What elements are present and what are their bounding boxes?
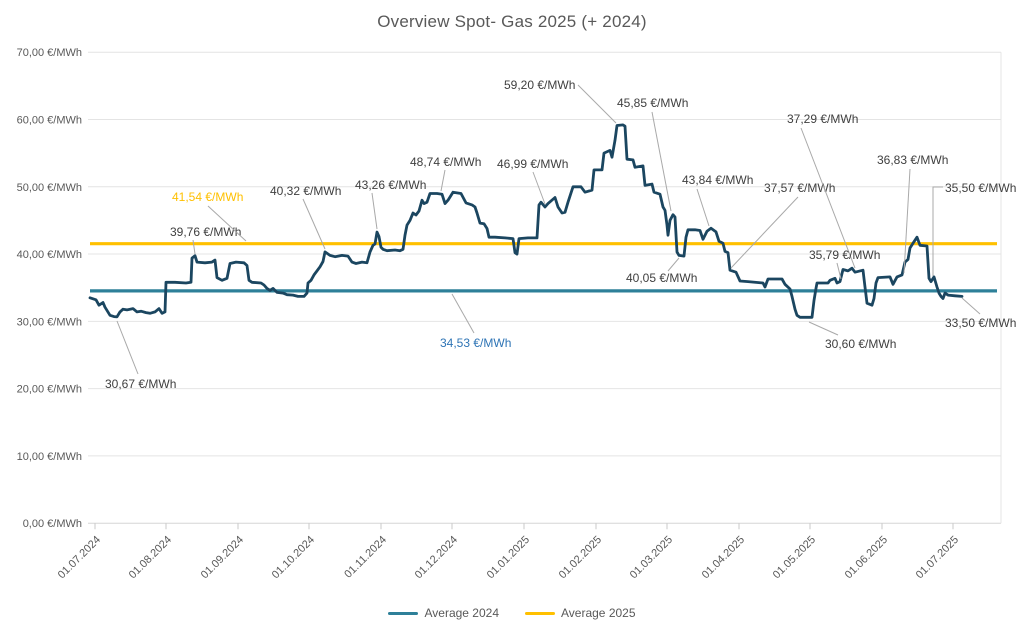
svg-text:41,54 €/MWh: 41,54 €/MWh [172,190,243,204]
svg-text:01.07.2024: 01.07.2024 [56,534,103,581]
svg-text:60,00 €/MWh: 60,00 €/MWh [17,114,82,126]
legend-swatch-average-2024-icon [388,611,419,615]
svg-text:59,20 €/MWh: 59,20 €/MWh [504,78,575,92]
svg-text:01.05.2025: 01.05.2025 [771,534,818,581]
svg-text:35,79 €/MWh: 35,79 €/MWh [809,248,880,262]
gridlines [88,51,1002,530]
annotations: 30,67 €/MWh 39,76 €/MWh 41,54 €/MWh 40,32 €… [105,78,1016,391]
svg-text:40,32 €/MWh: 40,32 €/MWh [270,184,341,198]
legend-item-average-2024: Average 2024 [388,606,499,620]
svg-text:20,00 €/MWh: 20,00 €/MWh [17,384,82,396]
svg-text:40,05 €/MWh: 40,05 €/MWh [626,271,697,285]
svg-text:01.04.2025: 01.04.2025 [700,534,747,581]
svg-text:01.08.2024: 01.08.2024 [127,534,174,581]
svg-text:01.10.2024: 01.10.2024 [270,534,317,581]
svg-text:43,26 €/MWh: 43,26 €/MWh [355,178,426,192]
svg-text:01.07.2025: 01.07.2025 [914,534,961,581]
svg-text:30,60 €/MWh: 30,60 €/MWh [825,337,896,351]
svg-text:01.03.2025: 01.03.2025 [628,534,675,581]
svg-text:34,53 €/MWh: 34,53 €/MWh [440,336,511,350]
svg-text:33,50 €/MWh: 33,50 €/MWh [945,316,1016,330]
chart-title: Overview Spot- Gas 2025 (+ 2024) [377,12,647,31]
svg-text:70,00 €/MWh: 70,00 €/MWh [17,47,82,59]
legend-item-average-2025: Average 2025 [525,606,636,620]
svg-text:39,76 €/MWh: 39,76 €/MWh [170,225,241,239]
svg-text:40,00 €/MWh: 40,00 €/MWh [17,249,82,261]
svg-text:43,84 €/MWh: 43,84 €/MWh [682,173,753,187]
svg-text:0,00 €/MWh: 0,00 €/MWh [23,518,82,530]
svg-text:30,00 €/MWh: 30,00 €/MWh [17,316,82,328]
svg-text:50,00 €/MWh: 50,00 €/MWh [17,182,82,194]
svg-text:36,83 €/MWh: 36,83 €/MWh [877,153,948,167]
svg-text:01.12.2024: 01.12.2024 [413,534,460,581]
svg-text:01.06.2025: 01.06.2025 [843,534,890,581]
svg-text:46,99 €/MWh: 46,99 €/MWh [497,157,568,171]
svg-text:01.09.2024: 01.09.2024 [199,534,246,581]
svg-text:35,50 €/MWh: 35,50 €/MWh [945,181,1016,195]
legend-swatch-average-2025-icon [525,611,555,615]
svg-text:37,57 €/MWh: 37,57 €/MWh [764,181,835,195]
chart-legend: Average 2024 Average 2025 [0,606,1024,620]
legend-label-average-2024: Average 2024 [424,606,499,620]
axis-labels: 0,00 €/MWh 10,00 €/MWh 20,00 €/MWh 30,00 €/… [17,47,962,581]
svg-text:48,74 €/MWh: 48,74 €/MWh [410,155,481,169]
svg-text:01.11.2024: 01.11.2024 [342,534,389,581]
svg-text:45,85 €/MWh: 45,85 €/MWh [617,96,688,110]
svg-text:01.02.2025: 01.02.2025 [557,534,604,581]
svg-text:37,29 €/MWh: 37,29 €/MWh [787,112,858,126]
svg-text:10,00 €/MWh: 10,00 €/MWh [17,451,82,463]
spot-price-series [88,123,964,319]
legend-label-average-2025: Average 2025 [561,606,636,620]
svg-text:01.01.2025: 01.01.2025 [485,534,532,581]
svg-text:30,67 €/MWh: 30,67 €/MWh [105,377,176,391]
